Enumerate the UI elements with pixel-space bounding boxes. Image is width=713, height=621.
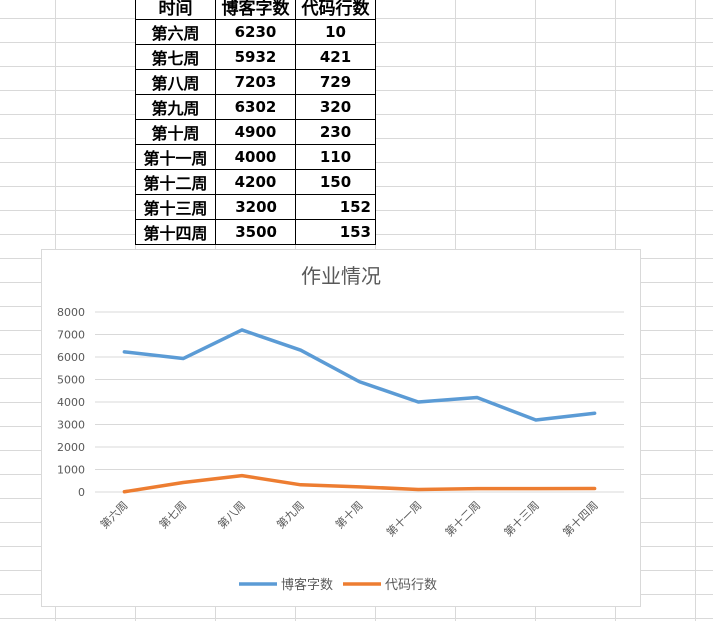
y-tick-label: 7000: [57, 329, 85, 342]
chart-title: 作业情况: [301, 264, 381, 288]
x-tick-label: 第七周: [156, 498, 189, 531]
code-cell[interactable]: 320: [295, 94, 376, 120]
x-tick-label: 第十一周: [383, 498, 424, 539]
y-tick-label: 3000: [57, 419, 85, 432]
x-tick-label: 第九周: [274, 498, 307, 531]
x-tick-label: 第十四周: [560, 498, 601, 539]
x-tick-label: 第八周: [215, 498, 248, 531]
blog-cell[interactable]: 6302: [215, 94, 296, 120]
y-tick-label: 0: [78, 486, 85, 499]
code-cell[interactable]: 150: [295, 169, 376, 195]
y-tick-label: 4000: [57, 396, 85, 409]
x-tick-label: 第十周: [332, 498, 365, 531]
code-cell[interactable]: 729: [295, 69, 376, 95]
series-line-2: [122, 473, 597, 494]
blog-cell[interactable]: 4200: [215, 169, 296, 195]
week-cell[interactable]: 第十四周: [135, 219, 216, 245]
x-tick-label: 第六周: [97, 498, 130, 531]
week-cell[interactable]: 第十周: [135, 119, 216, 145]
table-row: 第十一周 4000 110: [135, 144, 376, 170]
series-line-1: [122, 328, 597, 422]
x-tick-label: 第十二周: [442, 498, 483, 539]
header-cell-blog[interactable]: 博客字数: [215, 0, 296, 20]
blog-cell[interactable]: 4000: [215, 144, 296, 170]
x-tick-label: 第十三周: [501, 498, 542, 539]
table-header-row: 时间 博客字数 代码行数: [135, 0, 376, 20]
code-cell[interactable]: 110: [295, 144, 376, 170]
blog-cell[interactable]: 4900: [215, 119, 296, 145]
table-row: 第九周 6302 320: [135, 94, 376, 120]
week-cell[interactable]: 第十三周: [135, 194, 216, 220]
header-cell-time[interactable]: 时间: [135, 0, 216, 20]
blog-cell[interactable]: 6230: [215, 19, 296, 45]
week-cell[interactable]: 第六周: [135, 19, 216, 45]
y-tick-label: 6000: [57, 351, 85, 364]
line-chart[interactable]: 作业情况 0 1000 2000 3000 4000 5000 6000 7000 8000 第六周…: [41, 249, 641, 607]
blog-cell[interactable]: 3500: [215, 219, 296, 245]
table-row: 第十三周 3200 152: [135, 194, 376, 220]
table-row: 第十周 4900 230: [135, 119, 376, 145]
week-cell[interactable]: 第八周: [135, 69, 216, 95]
blog-cell[interactable]: 5932: [215, 44, 296, 70]
table-row: 第十二周 4200 150: [135, 169, 376, 195]
legend-label: 代码行数: [385, 578, 437, 593]
header-cell-code[interactable]: 代码行数: [295, 0, 376, 20]
week-cell[interactable]: 第九周: [135, 94, 216, 120]
table-row: 第七周 5932 421: [135, 44, 376, 70]
y-tick-label: 8000: [57, 306, 85, 319]
blog-cell[interactable]: 7203: [215, 69, 296, 95]
code-cell[interactable]: 152: [295, 194, 376, 220]
week-cell[interactable]: 第十一周: [135, 144, 216, 170]
legend-label: 博客字数: [281, 577, 333, 593]
table-row: 第十四周 3500 153: [135, 219, 376, 245]
code-cell[interactable]: 421: [295, 44, 376, 70]
code-cell[interactable]: 153: [295, 219, 376, 245]
table-row: 第八周 7203 729: [135, 69, 376, 95]
chart-canvas: 作业情况 0 1000 2000 3000 4000 5000 6000 7000 8000 第六周…: [57, 264, 624, 593]
code-cell[interactable]: 230: [295, 119, 376, 145]
code-cell[interactable]: 10: [295, 19, 376, 45]
y-tick-label: 1000: [57, 464, 85, 477]
blog-cell[interactable]: 3200: [215, 194, 296, 220]
y-tick-label: 5000: [57, 374, 85, 387]
week-cell[interactable]: 第七周: [135, 44, 216, 70]
week-cell[interactable]: 第十二周: [135, 169, 216, 195]
data-table: 时间 博客字数 代码行数 第六周 6230 10 第七周 5932 421 第八…: [135, 0, 376, 245]
table-row: 第六周 6230 10: [135, 19, 376, 45]
y-tick-label: 2000: [57, 441, 85, 454]
